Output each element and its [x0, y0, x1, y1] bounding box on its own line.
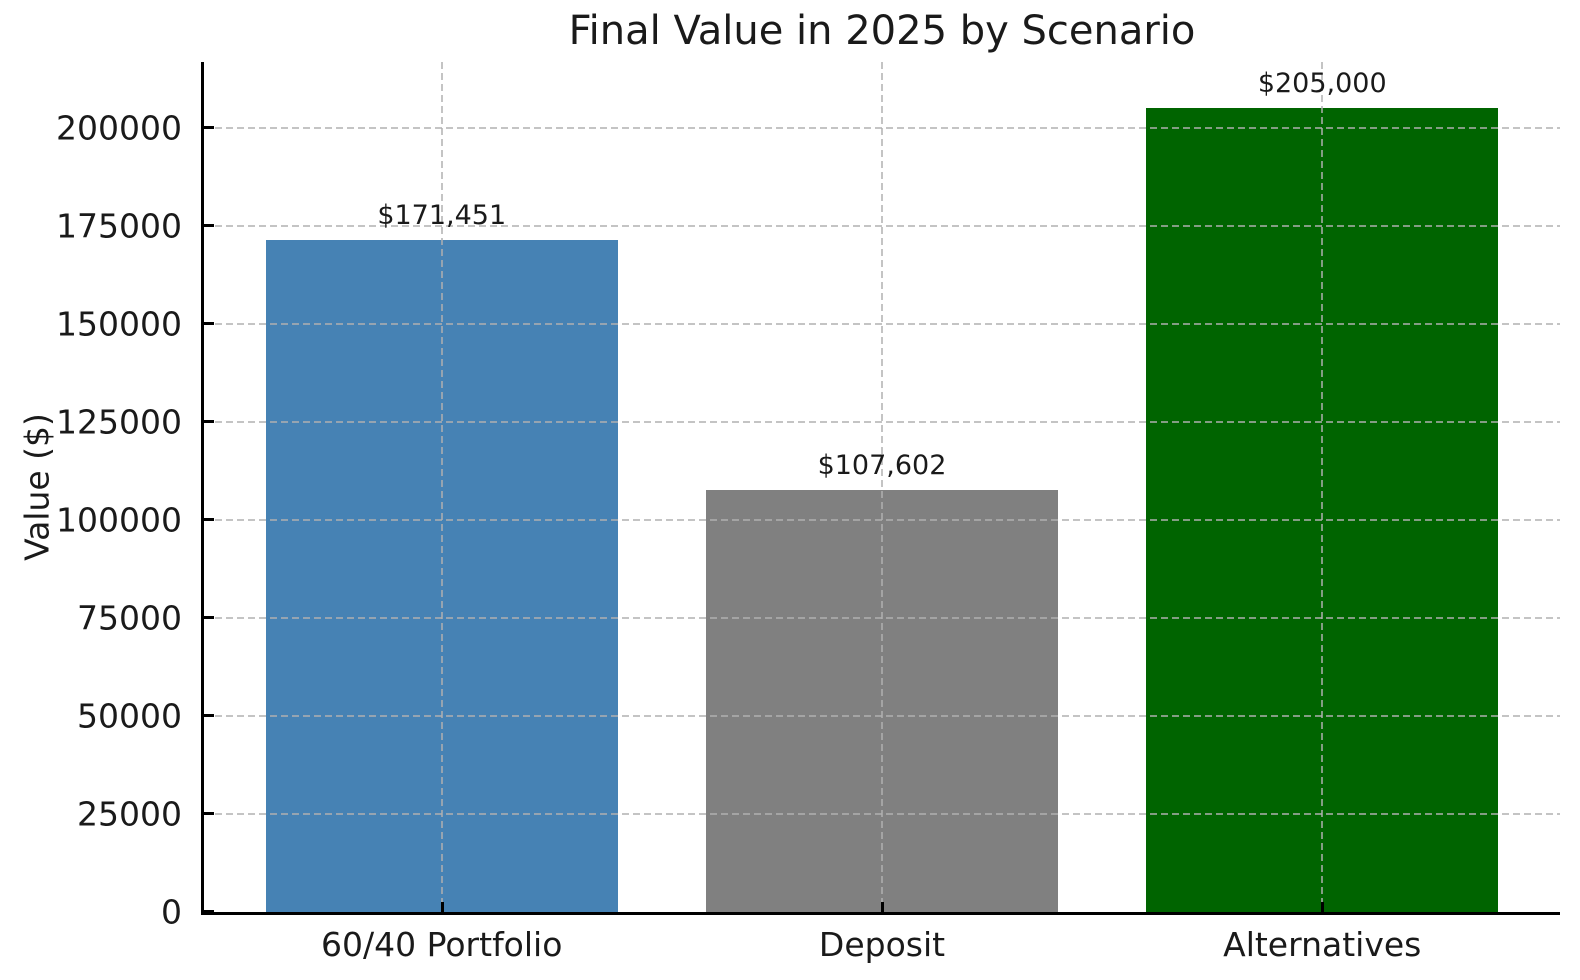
y-axis-spine — [201, 62, 204, 915]
y-tick-mark — [204, 518, 214, 522]
y-tick-label: 150000 — [56, 304, 182, 344]
x-axis-spine — [201, 912, 1560, 915]
bar-value-label: $205,000 — [1257, 68, 1387, 100]
y-tick-label: 175000 — [56, 206, 182, 246]
gridlines-layer — [204, 62, 1560, 912]
x-tick-label: Deposit — [818, 925, 946, 964]
x-tick-labels: 60/40 Portfolio Deposit Alternatives — [204, 912, 1560, 972]
y-tick-label: 75000 — [77, 598, 182, 638]
y-tick-label: 25000 — [77, 794, 182, 834]
y-tick-mark — [204, 812, 214, 816]
vertical-gridline — [881, 62, 883, 912]
vertical-gridline — [1321, 62, 1324, 912]
y-tick-mark — [204, 910, 214, 913]
x-tick-label: 60/40 Portfolio — [321, 925, 563, 964]
x-tick-label: Alternatives — [1223, 925, 1422, 964]
y-tick-label: 125000 — [56, 402, 182, 442]
y-tick-mark — [204, 322, 214, 326]
y-tick-mark — [204, 126, 214, 130]
bar-value-label: $171,451 — [377, 199, 507, 231]
y-tick-labels: 0 25000 50000 75000 100000 125000 150000 175000… — [0, 62, 190, 929]
tick-marks-layer — [204, 62, 1560, 913]
y-tick-mark — [204, 420, 214, 424]
plot-area: $171,451 $107,602 $205,000 — [201, 62, 1560, 915]
bar-value-labels-layer: $171,451 $107,602 $205,000 — [204, 62, 1560, 912]
bar-value-label: $107,602 — [817, 450, 947, 482]
y-tick-mark — [204, 714, 214, 718]
y-tick-mark — [204, 616, 214, 620]
y-tick-label: 50000 — [77, 696, 182, 736]
chart-title: Final Value in 2025 by Scenario — [568, 8, 1196, 54]
x-tick-mark — [440, 902, 444, 912]
x-tick-mark — [881, 902, 884, 912]
y-tick-label: 200000 — [56, 108, 182, 148]
x-tick-mark — [1321, 902, 1325, 912]
y-tick-label: 0 — [161, 892, 182, 932]
y-tick-mark — [204, 224, 214, 228]
vertical-gridline — [440, 62, 443, 912]
y-tick-label: 100000 — [56, 500, 182, 540]
